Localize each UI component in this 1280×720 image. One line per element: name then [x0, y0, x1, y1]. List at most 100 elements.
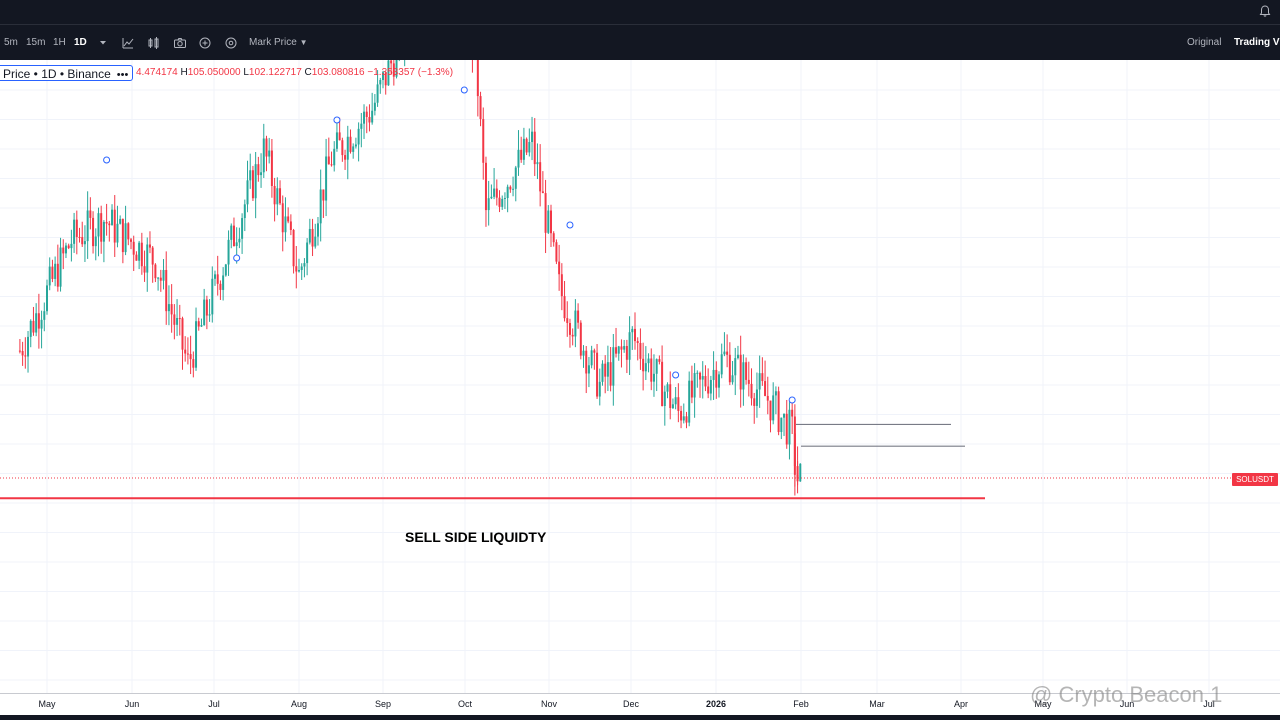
indicators-icon[interactable] [121, 36, 135, 50]
candle-body [788, 409, 791, 445]
candle-body [365, 111, 368, 118]
candle-body [550, 210, 552, 234]
timeframe-1d[interactable]: 1D [74, 37, 87, 48]
candle-body [785, 413, 788, 445]
candle-body [476, 60, 479, 97]
legend-title: Price • 1D • Binance [3, 67, 111, 81]
candle-body [94, 236, 97, 247]
candle-body [24, 355, 27, 357]
candle-body [753, 398, 756, 406]
x-tick-label: Nov [540, 699, 558, 709]
candle-body [314, 236, 317, 247]
candle-body [677, 397, 680, 411]
candle-body [671, 404, 674, 409]
candle-body [92, 217, 95, 247]
more-icon[interactable]: ••• [116, 69, 129, 81]
candle-body [111, 209, 114, 226]
candle-body [59, 247, 62, 287]
ohlc-readout: 4.474174 H105.050000 L102.122717 C103.08… [136, 66, 453, 80]
candle-body [130, 239, 132, 242]
candle-body [742, 362, 745, 390]
candle-body [517, 149, 520, 168]
candle-body [67, 245, 70, 249]
candle-body [86, 210, 89, 242]
candle-body [482, 119, 485, 163]
chevron-down-icon[interactable] [96, 36, 110, 50]
view-original-tab[interactable]: Original [1187, 37, 1222, 48]
candle-body [243, 204, 246, 219]
candle-body [514, 167, 517, 189]
candle-body [35, 313, 38, 333]
candle-body [736, 354, 739, 359]
candle-body [197, 321, 200, 327]
candle-body [211, 278, 214, 315]
candle-body [56, 263, 59, 287]
view-tradingview-tab[interactable]: Trading Vie [1234, 37, 1280, 48]
candle-body [316, 223, 319, 237]
candle-body [371, 110, 374, 123]
candle-body [639, 343, 642, 359]
candle-body [292, 229, 295, 267]
candle-body [739, 354, 742, 390]
candle-body [344, 155, 347, 160]
candle-body [495, 188, 498, 198]
event-marker-icon [460, 86, 468, 94]
candlestick-chart[interactable] [0, 60, 1280, 693]
compare-icon[interactable] [147, 36, 161, 50]
chart-plot-area[interactable] [0, 60, 1280, 693]
candle-body [585, 350, 588, 374]
candle-body [688, 380, 691, 423]
candle-body [227, 239, 230, 265]
x-tick-label: Aug [290, 699, 308, 709]
candle-body [606, 362, 609, 377]
candle-body [167, 304, 170, 312]
candle-body [726, 351, 729, 355]
timeframe-15m[interactable]: 15m [26, 37, 46, 48]
candle-body [750, 383, 753, 399]
camera-icon[interactable] [173, 36, 187, 50]
candle-body [254, 164, 257, 199]
top-bar [0, 0, 1280, 24]
candle-body [547, 210, 550, 233]
candle-body [75, 219, 78, 237]
timeframe-1h[interactable]: 1H [53, 37, 66, 48]
symbol-price-badge: SOLUSDT [1232, 473, 1278, 486]
candle-body [536, 162, 539, 165]
candle-body [73, 219, 76, 244]
candle-body [108, 223, 111, 226]
candle-body [368, 117, 371, 123]
candle-body [349, 136, 352, 152]
candle-body [157, 277, 160, 279]
candle-body [205, 299, 208, 316]
time-axis[interactable]: May Jun Jul Aug Sep Oct Nov Dec 2026 Feb… [0, 693, 1280, 715]
candle-body [308, 228, 311, 243]
event-marker-icon [566, 221, 574, 229]
candle-body [222, 275, 225, 290]
candle-body [593, 350, 596, 353]
price-type-select[interactable]: Mark Price ▼ [249, 25, 308, 60]
x-tick-label: Jun [124, 699, 140, 709]
candle-body [484, 162, 487, 211]
candle-body [260, 172, 263, 176]
series-legend[interactable]: Price • 1D • Binance ••• [0, 65, 134, 81]
timeframe-5m[interactable]: 5m [4, 37, 18, 48]
candle-body [755, 389, 758, 406]
candle-body [83, 241, 86, 245]
candle-body [268, 150, 271, 157]
candle-body [723, 351, 726, 355]
x-tick-label: Jul [1203, 699, 1215, 709]
candle-body [764, 381, 767, 396]
candle-body [666, 384, 669, 392]
candle-body [373, 102, 376, 111]
candle-body [219, 283, 222, 290]
candle-body [186, 353, 189, 355]
candle-body [289, 221, 292, 230]
candle-body [298, 269, 300, 272]
candle-body [354, 144, 357, 147]
bell-icon[interactable] [1258, 4, 1272, 18]
settings-icon[interactable] [224, 36, 238, 50]
candle-body [208, 314, 211, 316]
candle-body [29, 320, 32, 337]
replay-icon[interactable] [198, 36, 212, 50]
candle-body [682, 416, 685, 421]
